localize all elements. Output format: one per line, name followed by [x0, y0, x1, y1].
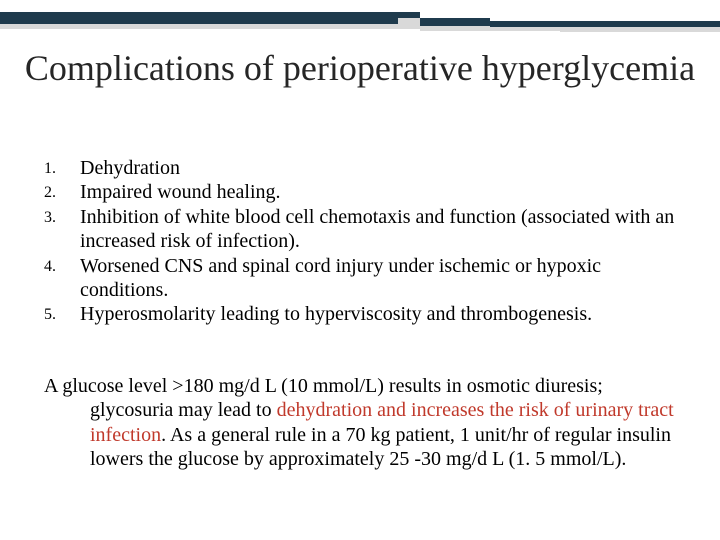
list-text: Dehydration: [80, 156, 680, 180]
list-number: 1.: [44, 156, 80, 179]
list-number: 2.: [44, 180, 80, 203]
list-text: Impaired wound healing.: [80, 180, 680, 204]
list-item: 3.Inhibition of white blood cell chemota…: [44, 205, 680, 254]
list-text: Worsened CNS and spinal cord injury unde…: [80, 254, 680, 303]
list-item: 2.Impaired wound healing.: [44, 180, 680, 204]
list-text: Inhibition of white blood cell chemotaxi…: [80, 205, 680, 254]
decorative-top-bar: [0, 0, 720, 34]
title-text: Complications of perioperative hyperglyc…: [25, 48, 695, 88]
list-item: 1.Dehydration: [44, 156, 680, 180]
bar-segment: [0, 12, 420, 24]
slide-title: Complications of perioperative hyperglyc…: [0, 48, 720, 89]
list-number: 3.: [44, 205, 80, 228]
bar-segment: [0, 24, 398, 29]
bar-segment: [560, 27, 720, 32]
list-item: 5.Hyperosmolarity leading to hyperviscos…: [44, 302, 680, 326]
list-item: 4.Worsened CNS and spinal cord injury un…: [44, 254, 680, 303]
list-number: 4.: [44, 254, 80, 277]
complications-list: 1.Dehydration2.Impaired wound healing.3.…: [44, 156, 680, 327]
bar-segment: [398, 18, 420, 29]
list-number: 5.: [44, 302, 80, 325]
footer-paragraph: A glucose level >180 mg/d L (10 mmol/L) …: [44, 374, 684, 472]
bar-segment: [420, 18, 490, 26]
list-text: Hyperosmolarity leading to hyperviscosit…: [80, 302, 680, 326]
para-seg2: . As a general rule in a 70 kg patient, …: [90, 424, 671, 470]
